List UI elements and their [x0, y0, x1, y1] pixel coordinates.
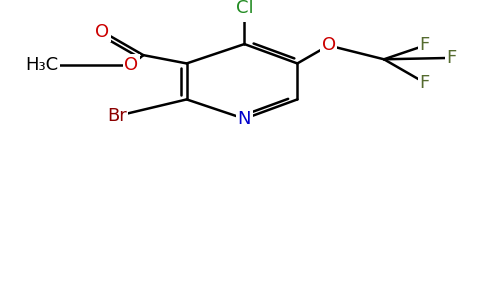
Text: N: N: [238, 110, 251, 128]
Text: F: F: [446, 49, 456, 67]
Text: H₃C: H₃C: [26, 56, 59, 74]
Text: O: O: [321, 37, 336, 55]
Text: F: F: [420, 74, 430, 92]
Text: Br: Br: [107, 107, 127, 125]
Text: O: O: [124, 56, 138, 74]
Text: F: F: [420, 37, 430, 55]
Text: O: O: [95, 22, 109, 40]
Text: Cl: Cl: [236, 0, 253, 17]
